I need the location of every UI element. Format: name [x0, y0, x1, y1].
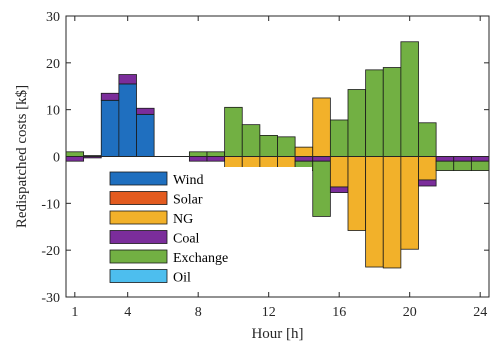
- bar-coal-hour-14: [294, 156, 314, 162]
- bar-exchange-hour-22: [435, 160, 455, 171]
- bar-exchange-hour-15: [312, 160, 331, 217]
- bar-exchange-hour-20: [400, 41, 419, 157]
- bar-ng-hour-19: [382, 156, 402, 269]
- x-tick-label: 24: [473, 305, 487, 320]
- legend-label-ng: NG: [173, 212, 193, 227]
- bar-wind-hour-3: [100, 99, 120, 157]
- legend-swatch-solar: [109, 191, 168, 205]
- bar-coal-hour-9: [206, 156, 226, 162]
- bar-exchange-hour-23: [453, 160, 472, 171]
- axes-layer: -30 -20 -10 0 10 20 30 1 4 8 12 16 20 24: [41, 10, 490, 320]
- x-tick-label: 20: [403, 305, 417, 320]
- legend: Wind Solar NG Coal Exchange Oil: [106, 167, 312, 288]
- bar-exchange-hour-9: [206, 151, 226, 157]
- bar-wind-hour-4: [118, 83, 137, 157]
- x-tick-label: 16: [332, 305, 346, 320]
- legend-label-exchange: Exchange: [173, 251, 228, 266]
- legend-swatch-wind: [109, 171, 168, 186]
- legend-swatch-coal: [109, 230, 168, 244]
- bar-coal-hour-22: [435, 156, 455, 162]
- legend-label-wind: Wind: [173, 173, 204, 188]
- bar-exchange-hour-19: [382, 67, 402, 157]
- bar-ng-hour-15: [312, 97, 331, 157]
- bar-coal-hour-24: [470, 156, 490, 162]
- legend-swatch-ng: [109, 210, 168, 225]
- bar-exchange-hour-21: [418, 122, 437, 157]
- bar-exchange-hour-8: [188, 151, 208, 157]
- y-tick-label: -20: [41, 244, 60, 259]
- x-tick-label: 1: [71, 305, 78, 320]
- y-tick-label: 30: [46, 10, 60, 25]
- bar-coal-hour-1: [65, 156, 85, 162]
- bar-exchange-hour-1: [65, 151, 85, 157]
- bar-exchange-hour-13: [277, 136, 296, 157]
- bar-ng-hour-18: [365, 156, 384, 268]
- legend-label-coal: Coal: [173, 232, 200, 247]
- bar-ng-hour-14: [294, 146, 314, 157]
- x-tick-label: 8: [195, 305, 202, 320]
- bar-ng-hour-17: [347, 156, 367, 231]
- bar-ng-hour-16: [329, 156, 349, 188]
- x-tick-label: 4: [124, 305, 131, 320]
- bar-coal-hour-23: [453, 156, 472, 162]
- bar-ng-hour-21: [418, 156, 437, 181]
- bar-coal-hour-8: [188, 156, 208, 162]
- bar-exchange-hour-11: [241, 124, 261, 157]
- legend-swatch-exchange: [109, 249, 168, 264]
- bar-wind-hour-5: [136, 113, 155, 157]
- bar-ng-hour-20: [400, 156, 419, 250]
- y-axis-title: Redispatched costs [k$]: [14, 85, 30, 228]
- bar-coal-hour-3: [100, 92, 120, 101]
- bar-exchange-hour-18: [365, 69, 384, 157]
- bar-coal-hour-15: [312, 156, 331, 162]
- bar-coal-hour-21: [418, 179, 437, 187]
- bar-coal-hour-16: [329, 186, 349, 193]
- y-tick-label: 10: [46, 104, 60, 119]
- bar-exchange-hour-16: [329, 119, 349, 157]
- y-tick-label: 20: [46, 57, 60, 72]
- bar-coal-hour-4: [118, 74, 137, 85]
- y-tick-label: -10: [41, 197, 60, 212]
- x-axis-title: Hour [h]: [251, 326, 303, 342]
- bar-exchange-hour-10: [224, 106, 243, 157]
- legend-swatch-oil: [109, 269, 168, 283]
- y-tick-label: -30: [41, 291, 60, 306]
- bar-exchange-hour-17: [347, 89, 367, 157]
- x-tick-label: 12: [262, 305, 276, 320]
- bar-exchange-hour-24: [470, 160, 490, 171]
- y-tick-label: 0: [53, 151, 60, 166]
- legend-label-solar: Solar: [173, 193, 203, 208]
- bar-exchange-hour-12: [259, 135, 278, 157]
- legend-background: [106, 167, 312, 288]
- legend-label-oil: Oil: [173, 271, 191, 286]
- bar-coal-hour-5: [136, 107, 155, 115]
